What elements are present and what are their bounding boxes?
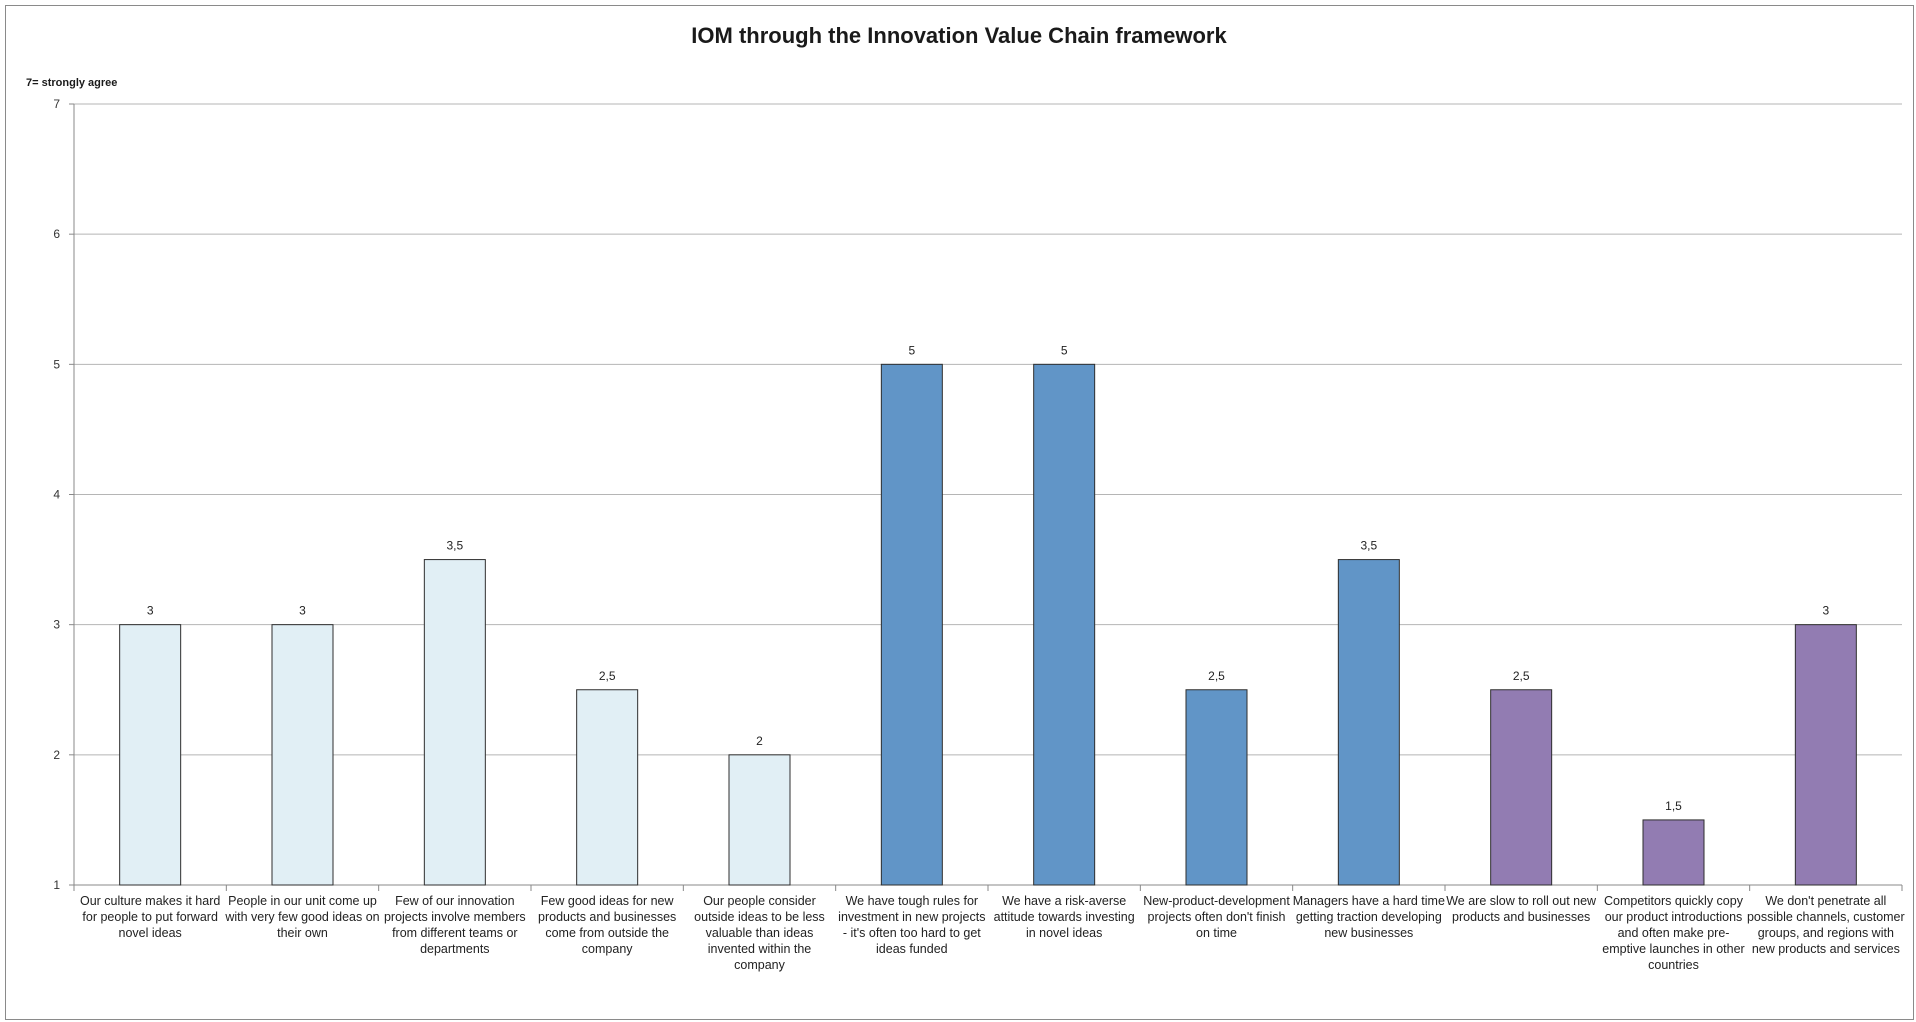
bar (576, 689, 639, 886)
y-tick-label: 5 (53, 357, 60, 371)
bar (271, 624, 334, 886)
y-tick-label: 7 (53, 97, 60, 111)
data-label: 3,5 (1360, 539, 1377, 553)
bar (1794, 624, 1857, 886)
x-category-label: Few of our innovation projects involve me… (384, 894, 526, 956)
y-tick-label: 3 (53, 618, 60, 632)
x-category-label: We have tough rules for investment in new… (838, 894, 985, 956)
bar-chart: IOM through the Innovation Value Chain f… (26, 23, 1905, 972)
x-category-label: Few good ideas for new products and busin… (538, 894, 676, 956)
gridlines (69, 103, 1903, 891)
bar (119, 624, 182, 886)
data-label: 2 (756, 734, 763, 748)
bar (1185, 689, 1248, 886)
x-category-label: Our people consider outside ideas to be l… (694, 894, 825, 972)
bar (1337, 559, 1400, 886)
x-category-label: Our culture makes it hard for people to p… (80, 894, 220, 940)
y-tick-label: 4 (53, 488, 60, 502)
data-label: 3 (299, 604, 306, 618)
bar (1033, 363, 1096, 886)
bar (880, 363, 943, 886)
x-category-label: Managers have a hard time getting tractio… (1293, 894, 1445, 940)
y-tick-label: 1 (53, 878, 60, 892)
data-label: 2,5 (1208, 669, 1225, 683)
x-category-label: New-product-development projects often do… (1143, 894, 1290, 940)
bar (423, 559, 486, 886)
x-category-label: Competitors quickly copy our product intr… (1602, 894, 1744, 972)
labels: 1 2 3 4 5 6 7 3 Our culture makes it hard for peo… (53, 97, 1904, 972)
bar (1490, 689, 1553, 886)
x-category-label: People in our unit come up with very few … (224, 894, 379, 940)
bar (728, 754, 791, 886)
data-label: 1,5 (1665, 799, 1682, 813)
data-label: 2,5 (1513, 669, 1530, 683)
data-label: 3 (147, 604, 154, 618)
x-category-label: We have a risk-averse attitude towards in… (994, 894, 1135, 940)
chart-title: IOM through the Innovation Value Chain f… (691, 23, 1227, 48)
data-label: 3 (1822, 604, 1829, 618)
data-label: 2,5 (599, 669, 616, 683)
y-axis-note: 7= strongly agree (26, 77, 117, 89)
data-label: 3,5 (446, 539, 463, 553)
bar (1642, 819, 1705, 886)
y-tick-label: 6 (53, 227, 60, 241)
y-tick-label: 2 (53, 748, 60, 762)
x-category-label: We are slow to roll out new products and … (1446, 894, 1597, 924)
chart-frame: IOM through the Innovation Value Chain f… (5, 5, 1914, 1020)
x-category-label: We don't penetrate all possible channels,… (1747, 894, 1905, 956)
bars (119, 363, 1857, 886)
data-label: 5 (908, 343, 915, 357)
data-label: 5 (1061, 343, 1068, 357)
